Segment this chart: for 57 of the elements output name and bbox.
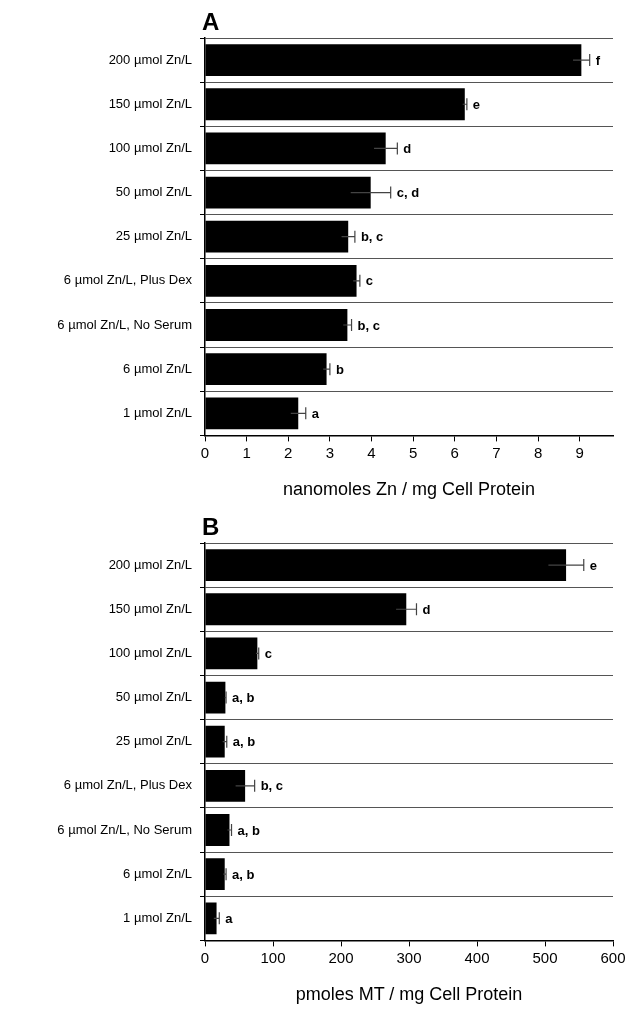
x-tick-label: 8: [533, 443, 543, 461]
x-tick-label: 0: [200, 443, 210, 461]
annotation: a, b: [232, 690, 255, 706]
annotation: b, c: [357, 317, 380, 333]
x-tick-label: 600: [600, 948, 626, 966]
annotation: e: [472, 96, 481, 112]
y-tick-label: 6 µmol Zn/L: [123, 865, 192, 881]
annotation: d: [403, 140, 412, 156]
x-tick-label: 3: [325, 443, 335, 461]
annotation: d: [422, 601, 431, 617]
x-axis-title: nanomoles Zn / mg Cell Protein: [282, 479, 536, 500]
y-tick-label: 100 µmol Zn/L: [108, 644, 192, 660]
y-tick-label: 25 µmol Zn/L: [115, 228, 192, 244]
y-tick-label: 6 µmol Zn/L: [123, 360, 192, 376]
x-tick-label: 0: [200, 948, 210, 966]
x-tick-label: 500: [532, 948, 558, 966]
y-tick-label: 100 µmol Zn/L: [108, 139, 192, 155]
x-tick-label: 5: [408, 443, 418, 461]
y-tick-label: 50 µmol Zn/L: [115, 689, 192, 705]
y-tick-label: 200 µmol Zn/L: [108, 556, 192, 572]
x-tick-label: 100: [260, 948, 286, 966]
annotation: c: [365, 273, 374, 289]
annotation: f: [595, 52, 601, 68]
y-tick-label: 6 µmol Zn/L, Plus Dex: [63, 777, 193, 793]
annotation: a: [311, 405, 320, 421]
y-tick-label: 150 µmol Zn/L: [108, 600, 192, 616]
x-tick-label: 6: [450, 443, 459, 461]
annotation: a, b: [237, 822, 260, 838]
y-tick-label: 200 µmol Zn/L: [108, 51, 192, 67]
x-tick-label: 7: [492, 443, 501, 461]
annotation: b: [335, 361, 344, 377]
y-tick-label: 150 µmol Zn/L: [108, 95, 192, 111]
annotation: b, c: [360, 229, 384, 245]
annotation: e: [589, 557, 597, 573]
y-tick-label: 6 µmol Zn/L, Plus Dex: [63, 272, 193, 288]
y-tick-label: 1 µmol Zn/L: [123, 404, 192, 420]
annotation: a, b: [232, 734, 256, 750]
x-tick-label: 9: [575, 443, 584, 461]
y-tick-label: 1 µmol Zn/L: [123, 909, 192, 925]
y-tick-label: 6 µmol Zn/L, No Serum: [57, 821, 192, 837]
annotation: c, d: [396, 185, 420, 201]
x-tick-label: 4: [367, 443, 376, 461]
annotation: c: [264, 645, 272, 661]
annotation: a: [225, 910, 234, 926]
x-tick-label: 2: [284, 443, 293, 461]
y-tick-label: 6 µmol Zn/L, No Serum: [57, 316, 192, 332]
x-tick-label: 300: [396, 948, 422, 966]
x-tick-label: 400: [464, 948, 490, 966]
y-tick-label: 25 µmol Zn/L: [115, 733, 192, 749]
annotation: a, b: [232, 866, 255, 882]
chart-title: B: [202, 513, 220, 540]
annotation: b, c: [260, 778, 284, 794]
x-tick-label: 1: [242, 443, 251, 461]
x-tick-label: 200: [328, 948, 354, 966]
x-axis-title: pmoles MT / mg Cell Protein: [295, 984, 523, 1005]
chart-title: A: [202, 8, 220, 35]
y-tick-label: 50 µmol Zn/L: [115, 184, 192, 200]
